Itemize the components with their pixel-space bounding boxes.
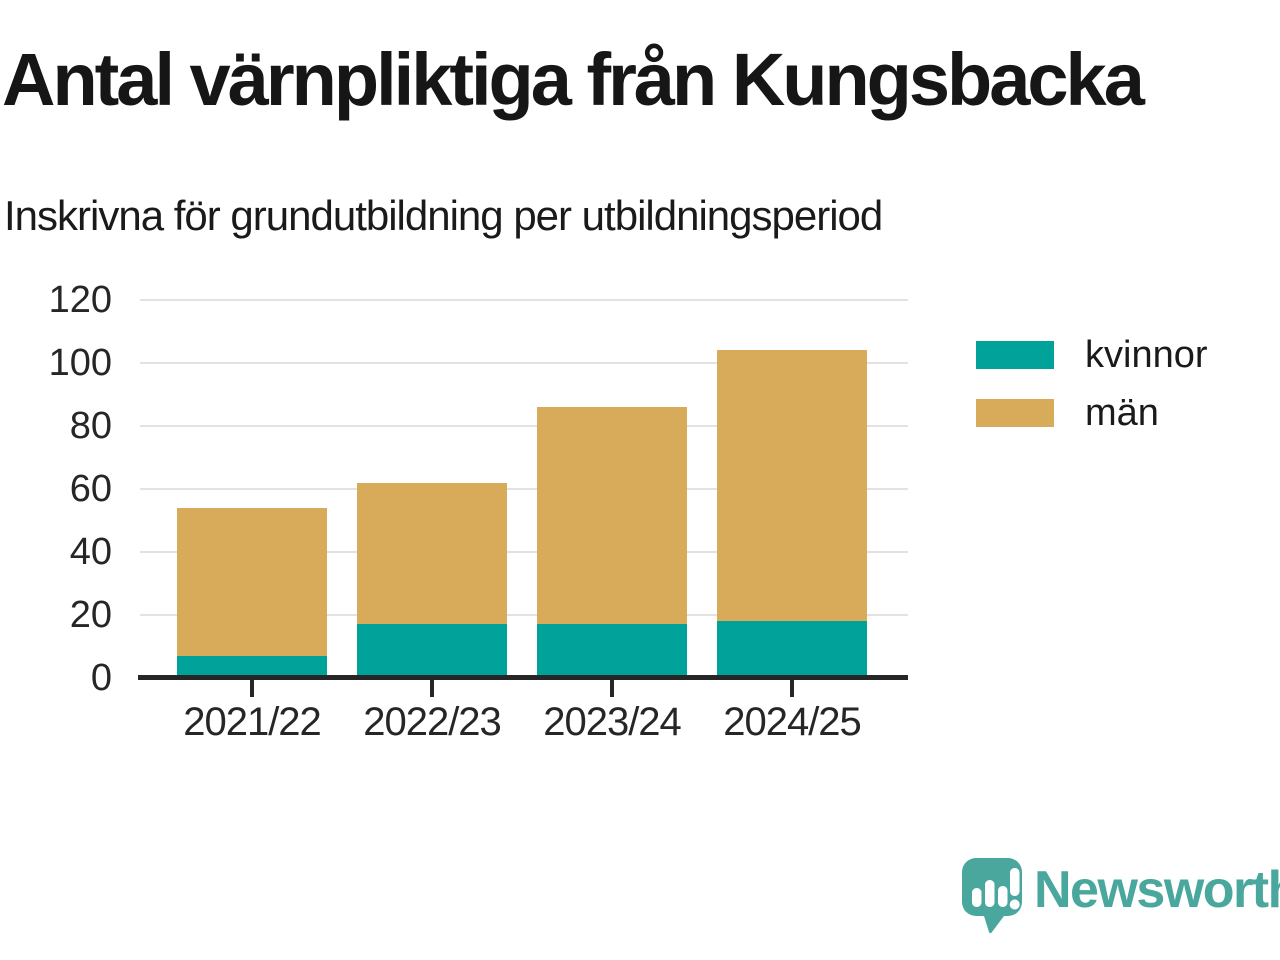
legend-swatch-män bbox=[976, 399, 1054, 427]
x-tick-label-2022-23: 2022/23 bbox=[363, 700, 502, 744]
bar-män-2024-25 bbox=[717, 350, 867, 622]
bar-män-2021-22 bbox=[177, 507, 327, 656]
y-tick-label-0: 0 bbox=[90, 657, 112, 699]
y-tick-label-100: 100 bbox=[48, 342, 112, 384]
newsworthy-logo-icon bbox=[962, 858, 1022, 934]
legend: kvinnor män bbox=[976, 334, 1208, 454]
legend-item-kvinnor: kvinnor bbox=[976, 334, 1208, 376]
chart-subtitle: Inskrivna för grundutbildning per utbild… bbox=[4, 192, 883, 239]
legend-label-kvinnor: kvinnor bbox=[1085, 333, 1208, 376]
x-tick-2022-23 bbox=[430, 680, 434, 697]
gridline-y-40 bbox=[140, 551, 908, 553]
footer-brand: Newsworthy bbox=[960, 858, 1280, 934]
y-tick-label-120: 120 bbox=[48, 279, 112, 321]
gridline-y-80 bbox=[140, 425, 908, 427]
x-tick-2024-25 bbox=[790, 680, 794, 697]
x-tick-2023-24 bbox=[610, 680, 614, 697]
legend-item-män: män bbox=[976, 392, 1208, 434]
x-tick-2021-22 bbox=[250, 680, 254, 697]
gridline-y-120 bbox=[140, 299, 908, 301]
gridline-y-100 bbox=[140, 362, 908, 364]
y-tick-label-20: 20 bbox=[69, 594, 112, 636]
y-tick-label-60: 60 bbox=[69, 468, 112, 510]
bar-kvinnor-2024-25 bbox=[717, 621, 867, 678]
bar-kvinnor-2022-23 bbox=[357, 624, 507, 678]
y-tick-label-80: 80 bbox=[69, 405, 112, 447]
bar-män-2022-23 bbox=[357, 482, 507, 625]
y-tick-label-40: 40 bbox=[69, 531, 112, 573]
legend-swatch-kvinnor bbox=[976, 341, 1054, 369]
legend-label-män: män bbox=[1085, 391, 1159, 434]
gridline-y-20 bbox=[140, 614, 908, 616]
gridline-y-60 bbox=[140, 488, 908, 490]
x-axis-line bbox=[138, 675, 908, 680]
bar-kvinnor-2021-22 bbox=[177, 655, 327, 678]
brand-wordmark: Newsworthy bbox=[1034, 861, 1280, 919]
chart-title: Antal värnpliktiga från Kungsbacka bbox=[2, 38, 1145, 121]
bar-män-2023-24 bbox=[537, 407, 687, 625]
x-tick-label-2021-22: 2021/22 bbox=[183, 700, 322, 744]
bar-kvinnor-2023-24 bbox=[537, 624, 687, 678]
x-tick-label-2023-24: 2023/24 bbox=[543, 700, 682, 744]
x-tick-label-2024-25: 2024/25 bbox=[723, 700, 862, 744]
